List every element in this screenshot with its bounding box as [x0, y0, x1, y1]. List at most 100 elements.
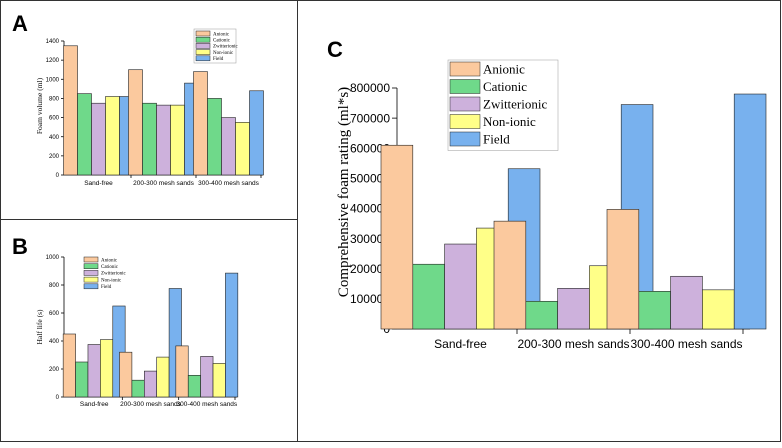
- chart-a-legend-label: Zwitterionic: [213, 45, 238, 50]
- chart-c-bar-cationic: [638, 291, 671, 330]
- chart-c-category-label: 300-400 mesh sands: [630, 337, 742, 351]
- chart-a-category-label: 300-400 mesh sands: [198, 180, 259, 187]
- chart-a-bar-field: [249, 90, 264, 176]
- chart-b-bar-zwitterionic: [87, 344, 101, 398]
- chart-a-bar-zwitterionic: [156, 104, 171, 176]
- chart-a-legend-label: Field: [213, 57, 224, 62]
- chart-c-bar-nonionic: [702, 289, 735, 330]
- chart-c-ytick-label: 700000: [350, 111, 390, 125]
- chart-c-ytick-label: 400000: [350, 202, 390, 216]
- chart-c-bar-cationic: [525, 300, 558, 330]
- chart-c-legend-label: Non-ionic: [483, 114, 536, 129]
- chart-c-legend-label: Field: [483, 132, 510, 147]
- chart-a-legend-swatch: [195, 55, 211, 62]
- panel-label-a: A: [12, 11, 28, 36]
- chart-a-bar-cationic: [77, 93, 92, 176]
- chart-c-bar-zwitterionic: [444, 243, 477, 330]
- chart-a-bar-anionic: [128, 69, 143, 176]
- chart-a-legend-label: Non-ionic: [213, 51, 234, 56]
- panel-b-ylabel: Half life (s): [35, 309, 44, 344]
- chart-b-bar-cationic: [187, 374, 201, 398]
- chart-b-legend-label: Cationic: [101, 265, 119, 270]
- chart-c-legend-swatch: [449, 96, 481, 112]
- chart-c-bar-anionic: [493, 220, 527, 330]
- chart-b-bar-nonionic: [156, 356, 170, 398]
- chart-c-category-label: 200-300 mesh sands: [517, 337, 629, 351]
- chart-b-bar-cationic: [131, 379, 145, 398]
- chart-b-ytick-label: 0: [56, 395, 60, 401]
- chart-b-legend-swatch: [83, 283, 99, 290]
- chart-c: 0100000200000300000400000500000600000700…: [350, 59, 767, 351]
- chart-c-bar-cationic: [412, 263, 445, 330]
- chart-b-bar-nonionic: [212, 363, 226, 398]
- chart-b: 0 200 400 600 800 1000 Sand-free 200-300 mesh s…: [46, 255, 239, 408]
- chart-b-legend-swatch: [83, 276, 99, 283]
- chart-b-legend-label: Field: [101, 285, 112, 290]
- chart-a-ytick-label: 400: [49, 135, 60, 141]
- chart-a-legend-label: Anionic: [213, 32, 230, 37]
- chart-b-bar-anionic: [119, 351, 133, 398]
- chart-b-legend-swatch: [83, 263, 99, 269]
- chart-c-bar-anionic: [380, 144, 414, 330]
- chart-c-bar-field: [733, 93, 767, 330]
- chart-c-legend-label: Cationic: [483, 79, 527, 94]
- chart-b-bar-nonionic: [100, 339, 114, 398]
- chart-c-legend-swatch: [449, 114, 481, 129]
- chart-b-category-label: 200-300 mesh sands: [120, 401, 181, 408]
- chart-c-legend-swatch: [449, 61, 481, 77]
- panel-b-frame: [0, 219, 298, 442]
- chart-a: 0 200 400 600 800 1000 1200 1400 Sand-free 200-30…: [46, 28, 264, 187]
- chart-a-bar-nonionic: [105, 96, 120, 176]
- chart-a-bar-zwitterionic: [221, 117, 236, 176]
- chart-b-bar-field: [225, 272, 239, 398]
- chart-a-legend-box: [193, 28, 237, 64]
- chart-a-ytick-label: 800: [49, 97, 60, 103]
- chart-a-bar-nonionic: [235, 122, 250, 176]
- chart-b-bar-cationic: [75, 361, 89, 398]
- chart-b-legend-label: Non-ionic: [101, 278, 122, 283]
- panel-c-ylabel: Comprehensive foam rating (ml*s): [336, 87, 352, 297]
- chart-b-ytick-label: 200: [49, 367, 60, 373]
- chart-b-legend-label: Zwitterionic: [101, 272, 126, 277]
- chart-b-bar-zwitterionic: [200, 356, 214, 398]
- chart-a-bar-nonionic: [170, 104, 185, 176]
- chart-c-bar-zwitterionic: [670, 275, 703, 330]
- chart-b-ytick-label: 400: [49, 339, 60, 345]
- chart-a-category-label: 200-300 mesh sands: [133, 180, 194, 187]
- chart-a-ytick-label: 1000: [46, 77, 60, 83]
- chart-a-bar-anionic: [193, 71, 208, 176]
- chart-a-ytick-label: 200: [49, 154, 60, 160]
- chart-b-legend-label: Anionic: [101, 258, 118, 263]
- panel-c-frame: [297, 0, 781, 442]
- chart-a-legend-swatch: [195, 36, 211, 43]
- chart-c-category-label: Sand-free: [434, 337, 487, 351]
- panel-label-b: B: [12, 234, 28, 259]
- chart-a-legend-swatch: [195, 49, 211, 55]
- chart-c-legend-swatch: [449, 79, 481, 94]
- chart-a-legend-label: Cationic: [213, 38, 231, 43]
- chart-a-ytick-label: 600: [49, 116, 60, 122]
- chart-c-legend-swatch: [449, 131, 481, 147]
- chart-c-legend-label: Zwitterionic: [483, 97, 547, 112]
- chart-b-legend-swatch: [83, 256, 99, 263]
- chart-c-bar-zwitterionic: [557, 288, 590, 330]
- chart-c-ytick-label: 500000: [350, 172, 390, 186]
- chart-a-bar-zwitterionic: [91, 102, 106, 176]
- chart-b-legend-swatch: [83, 270, 99, 276]
- chart-a-legend-swatch: [195, 43, 211, 49]
- chart-b-ytick-label: 800: [49, 283, 60, 289]
- chart-c-ytick-label: 100000: [350, 292, 390, 306]
- chart-a-bar-cationic: [207, 98, 222, 176]
- chart-b-ytick-label: 600: [49, 311, 60, 317]
- chart-c-legend-box: [447, 59, 559, 151]
- chart-b-category-label: Sand-free: [80, 401, 109, 408]
- chart-b-ytick-label: 1000: [46, 255, 60, 261]
- chart-c-ytick-label: 200000: [350, 262, 390, 276]
- chart-c-ytick-label: 300000: [350, 232, 390, 246]
- chart-b-bar-anionic: [175, 345, 189, 398]
- chart-c-bar-anionic: [606, 209, 640, 330]
- chart-b-bar-anionic: [62, 333, 76, 398]
